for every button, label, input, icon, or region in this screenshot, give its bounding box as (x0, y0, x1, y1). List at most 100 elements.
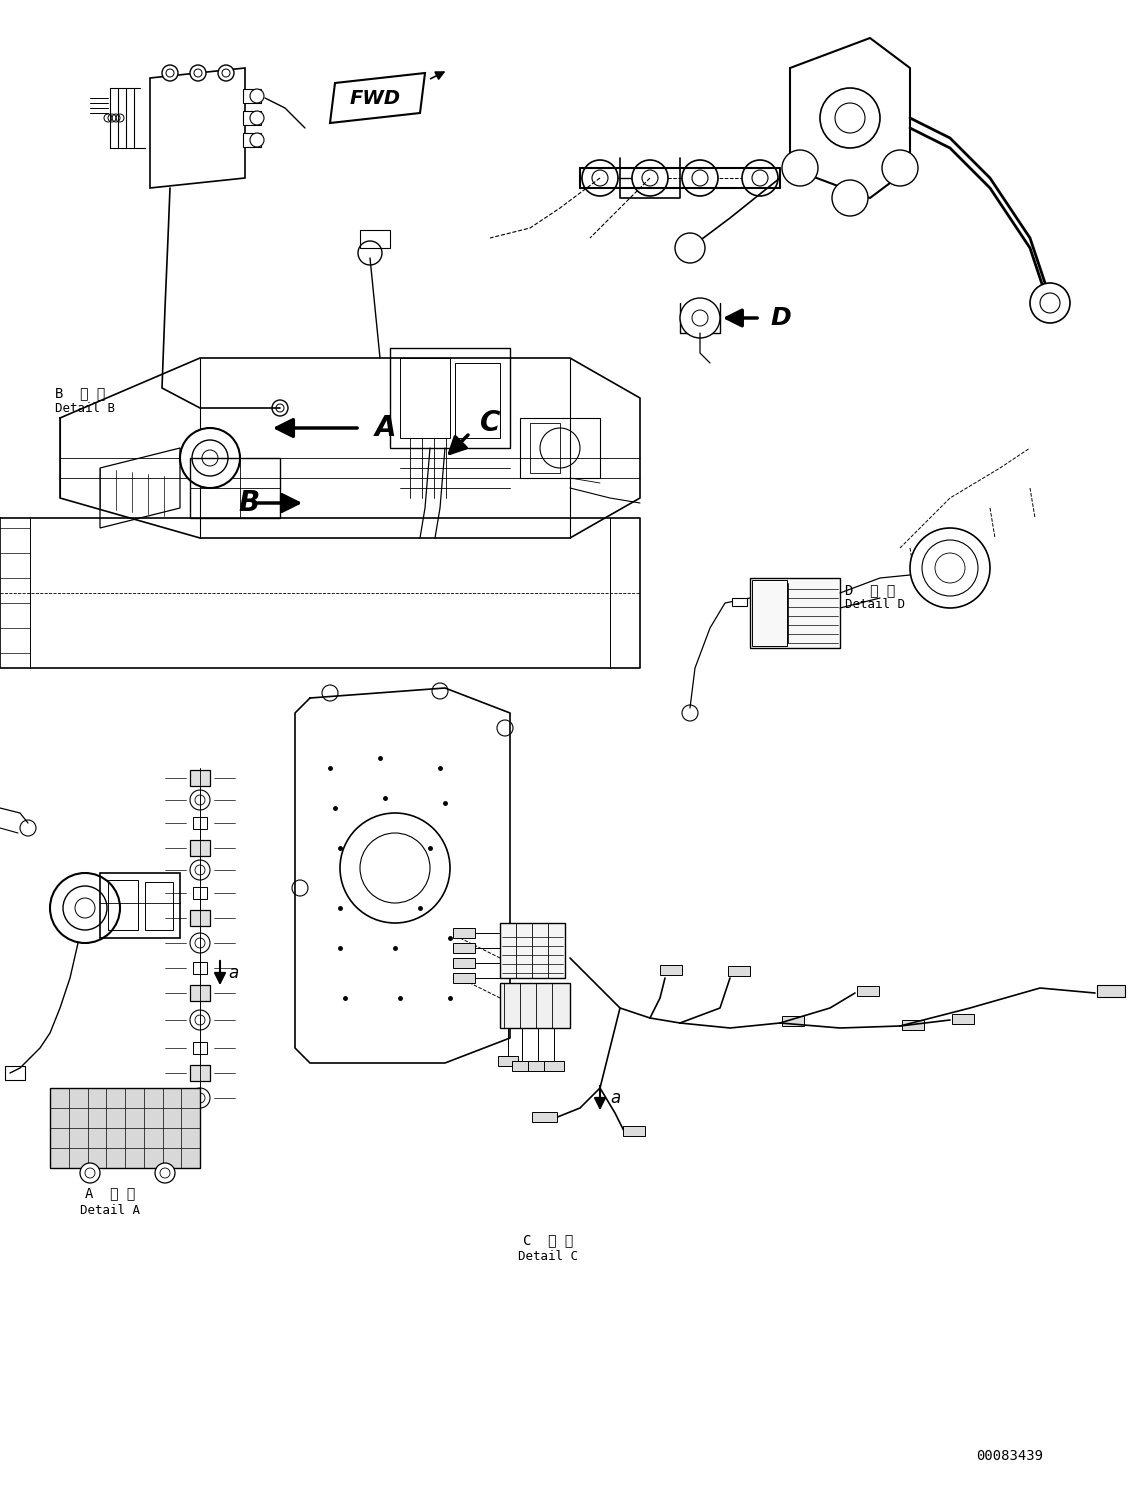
Circle shape (249, 89, 264, 103)
Circle shape (249, 112, 264, 125)
Bar (530, 423, 560, 473)
Bar (190, 911, 210, 926)
Bar (454, 363, 500, 437)
Circle shape (202, 449, 218, 466)
Circle shape (680, 298, 720, 338)
Bar (532, 1112, 557, 1122)
Bar (952, 1013, 974, 1024)
Bar (192, 1042, 207, 1054)
Circle shape (180, 429, 240, 488)
Text: a: a (228, 964, 238, 982)
Circle shape (642, 170, 658, 186)
Circle shape (632, 161, 667, 196)
Circle shape (50, 873, 120, 943)
Text: Detail B: Detail B (55, 402, 115, 415)
Bar (453, 943, 475, 952)
Text: B  詳 細: B 詳 細 (55, 385, 105, 400)
Circle shape (910, 528, 990, 609)
Bar (145, 882, 173, 930)
Bar (659, 966, 682, 975)
Circle shape (75, 897, 95, 918)
Bar (782, 1016, 804, 1027)
Circle shape (741, 161, 778, 196)
Text: A  詳 細: A 詳 細 (85, 1186, 136, 1199)
Bar (749, 577, 839, 647)
Bar (500, 923, 565, 978)
Bar (521, 418, 600, 478)
Circle shape (80, 1164, 100, 1183)
Circle shape (592, 170, 608, 186)
Bar (732, 598, 747, 606)
Bar (192, 887, 207, 899)
Circle shape (162, 65, 178, 80)
Circle shape (675, 234, 705, 263)
Circle shape (882, 150, 918, 186)
Circle shape (155, 1164, 175, 1183)
Text: Detail A: Detail A (80, 1204, 140, 1217)
Text: B: B (238, 490, 260, 516)
Circle shape (166, 68, 174, 77)
Bar (190, 985, 210, 1001)
Text: D  詳 細: D 詳 細 (845, 583, 895, 597)
Bar (190, 769, 210, 786)
Bar (243, 112, 261, 125)
Text: 00083439: 00083439 (976, 1449, 1043, 1463)
Circle shape (935, 554, 965, 583)
Circle shape (820, 88, 880, 147)
Bar (1097, 985, 1125, 997)
Circle shape (782, 150, 818, 186)
Circle shape (835, 103, 865, 132)
Polygon shape (150, 68, 245, 187)
Bar (623, 1126, 645, 1135)
Bar (500, 984, 570, 1028)
Bar (192, 963, 207, 975)
Bar (192, 817, 207, 829)
Polygon shape (330, 73, 425, 124)
Circle shape (63, 885, 107, 930)
Circle shape (831, 180, 868, 216)
Circle shape (1040, 293, 1060, 312)
Circle shape (582, 161, 618, 196)
Bar (453, 958, 475, 969)
Bar (190, 1065, 210, 1080)
Circle shape (682, 161, 718, 196)
Text: FWD: FWD (350, 88, 401, 107)
Bar (243, 132, 261, 147)
Bar (360, 231, 390, 248)
Bar (100, 873, 180, 937)
Circle shape (190, 65, 206, 80)
Text: A: A (375, 414, 396, 442)
Circle shape (249, 132, 264, 147)
Bar (902, 1019, 924, 1030)
Bar (728, 966, 749, 976)
Text: C  詳 細: C 詳 細 (523, 1234, 573, 1247)
Bar (5, 1065, 25, 1080)
Bar (108, 879, 138, 930)
Bar (544, 1061, 564, 1071)
Circle shape (218, 65, 233, 80)
Text: Detail D: Detail D (845, 598, 906, 610)
Text: C: C (480, 409, 500, 437)
Text: Detail C: Detail C (518, 1250, 577, 1262)
Circle shape (1030, 283, 1070, 323)
Circle shape (921, 540, 978, 597)
Circle shape (693, 310, 708, 326)
Bar (50, 1088, 200, 1168)
Bar (513, 1061, 532, 1071)
Circle shape (222, 68, 230, 77)
Bar (528, 1061, 548, 1071)
Bar (400, 359, 450, 437)
Circle shape (194, 68, 202, 77)
Circle shape (752, 170, 768, 186)
Bar (243, 89, 261, 103)
Bar (453, 929, 475, 937)
Bar (453, 973, 475, 984)
Circle shape (192, 440, 228, 476)
Bar (390, 348, 510, 448)
Bar (857, 987, 879, 995)
Bar (498, 1056, 518, 1065)
Text: D: D (770, 307, 790, 330)
Text: a: a (611, 1089, 621, 1107)
Bar (190, 458, 280, 518)
Bar (190, 841, 210, 856)
